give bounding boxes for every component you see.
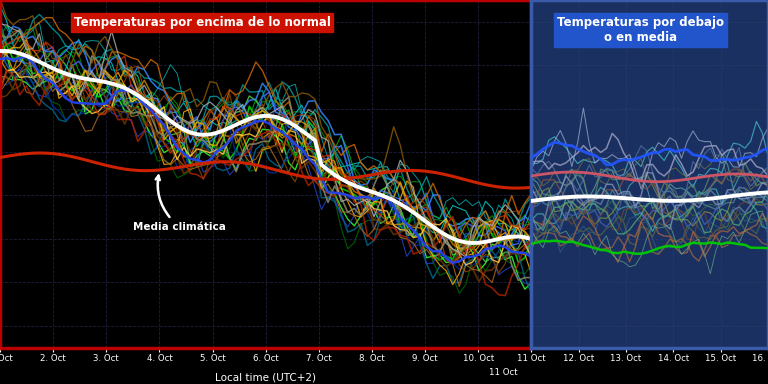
Text: 11 Oct: 11 Oct	[488, 368, 518, 377]
Text: Temperaturas por encima de lo normal: Temperaturas por encima de lo normal	[74, 16, 330, 29]
Text: Media climática: Media climática	[133, 175, 226, 232]
Text: Temperaturas por debajo
o en media: Temperaturas por debajo o en media	[557, 16, 723, 44]
Text: Local time (UTC+2): Local time (UTC+2)	[215, 372, 316, 382]
